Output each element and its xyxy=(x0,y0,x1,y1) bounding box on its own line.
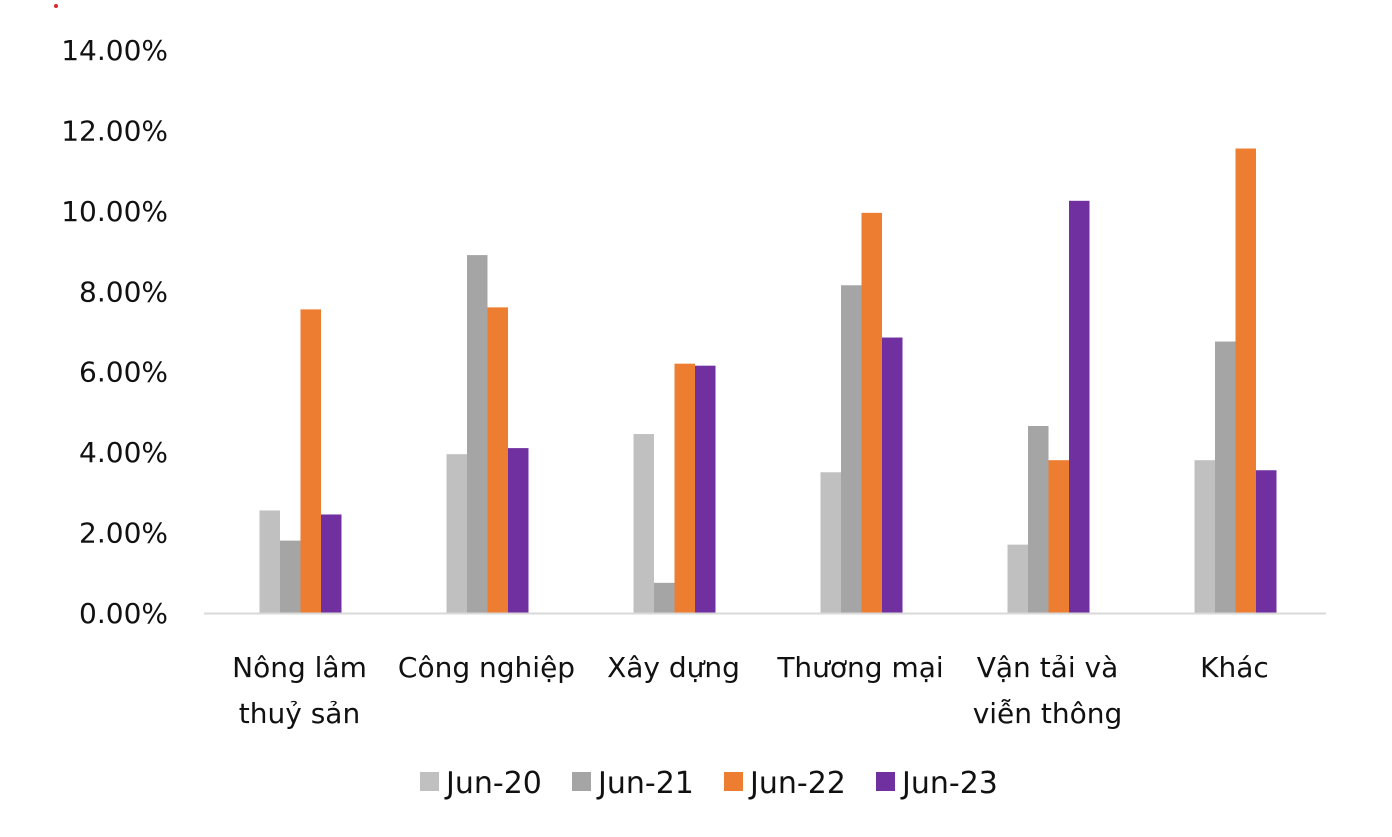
bar-jun-23 xyxy=(695,365,716,613)
legend: Jun-20 Jun-21 Jun-22 Jun-23 xyxy=(420,766,998,801)
y-tick-label: 4.00% xyxy=(79,436,168,469)
bar-jun-20 xyxy=(1194,460,1215,613)
y-tick-label: 8.00% xyxy=(79,275,168,308)
y-tick-label: 0.00% xyxy=(79,597,168,630)
bar-group xyxy=(259,148,1277,614)
bar-jun-23 xyxy=(1256,470,1277,613)
legend-swatch-jun-20 xyxy=(420,772,439,791)
legend-swatch-jun-21 xyxy=(572,772,591,791)
legend-label-jun-22: Jun-22 xyxy=(748,766,846,801)
x-axis-category-labels: Nông lâm thuỷ sản Công nghiệp Xây dựng Thươn… xyxy=(232,651,1269,730)
y-tick-label: 10.00% xyxy=(61,195,168,228)
red-dot-marker xyxy=(54,4,58,8)
bar-jun-20 xyxy=(633,434,654,613)
bar-jun-21 xyxy=(1215,341,1236,613)
y-axis-tick-labels: 0.00% 2.00% 4.00% 6.00% 8.00% 10.00% 12.00% 14.… xyxy=(61,34,168,630)
bar-jun-21 xyxy=(280,540,301,613)
x-category-label: Công nghiệp xyxy=(398,651,575,684)
x-category-label: Xây dựng xyxy=(607,651,740,684)
bar-jun-20 xyxy=(820,472,841,613)
x-category-label: Khác xyxy=(1200,651,1269,684)
bar-jun-22 xyxy=(674,363,695,613)
bar-jun-23 xyxy=(508,448,529,613)
bar-jun-22 xyxy=(487,307,508,613)
legend-label-jun-23: Jun-23 xyxy=(900,766,998,801)
bar-jun-22 xyxy=(1235,148,1256,613)
bar-jun-21 xyxy=(654,582,675,613)
bar-jun-22 xyxy=(861,212,882,613)
y-tick-label: 6.00% xyxy=(79,356,168,389)
bar-jun-23 xyxy=(882,337,903,613)
x-category-label: Nông lâm xyxy=(232,651,367,684)
legend-swatch-jun-23 xyxy=(876,772,895,791)
bar-jun-21 xyxy=(467,255,488,614)
bar-jun-23 xyxy=(321,514,342,613)
bar-jun-21 xyxy=(1028,426,1049,613)
x-category-label: Thương mại xyxy=(776,651,943,684)
x-category-label: Vận tải và xyxy=(977,651,1119,684)
y-tick-label: 14.00% xyxy=(61,34,168,67)
bar-jun-20 xyxy=(1007,544,1028,613)
legend-label-jun-21: Jun-21 xyxy=(596,766,694,801)
legend-swatch-jun-22 xyxy=(724,772,743,791)
bar-jun-23 xyxy=(1069,200,1090,613)
y-tick-label: 12.00% xyxy=(61,114,168,147)
bar-jun-22 xyxy=(300,309,321,613)
x-category-label: thuỷ sản xyxy=(239,697,360,730)
bar-jun-20 xyxy=(259,510,280,613)
y-tick-label: 2.00% xyxy=(79,517,168,550)
legend-label-jun-20: Jun-20 xyxy=(444,766,542,801)
bar-jun-22 xyxy=(1048,460,1069,613)
bar-jun-20 xyxy=(446,454,467,613)
bar-jun-21 xyxy=(841,285,862,613)
x-category-label: viễn thông xyxy=(973,697,1123,730)
